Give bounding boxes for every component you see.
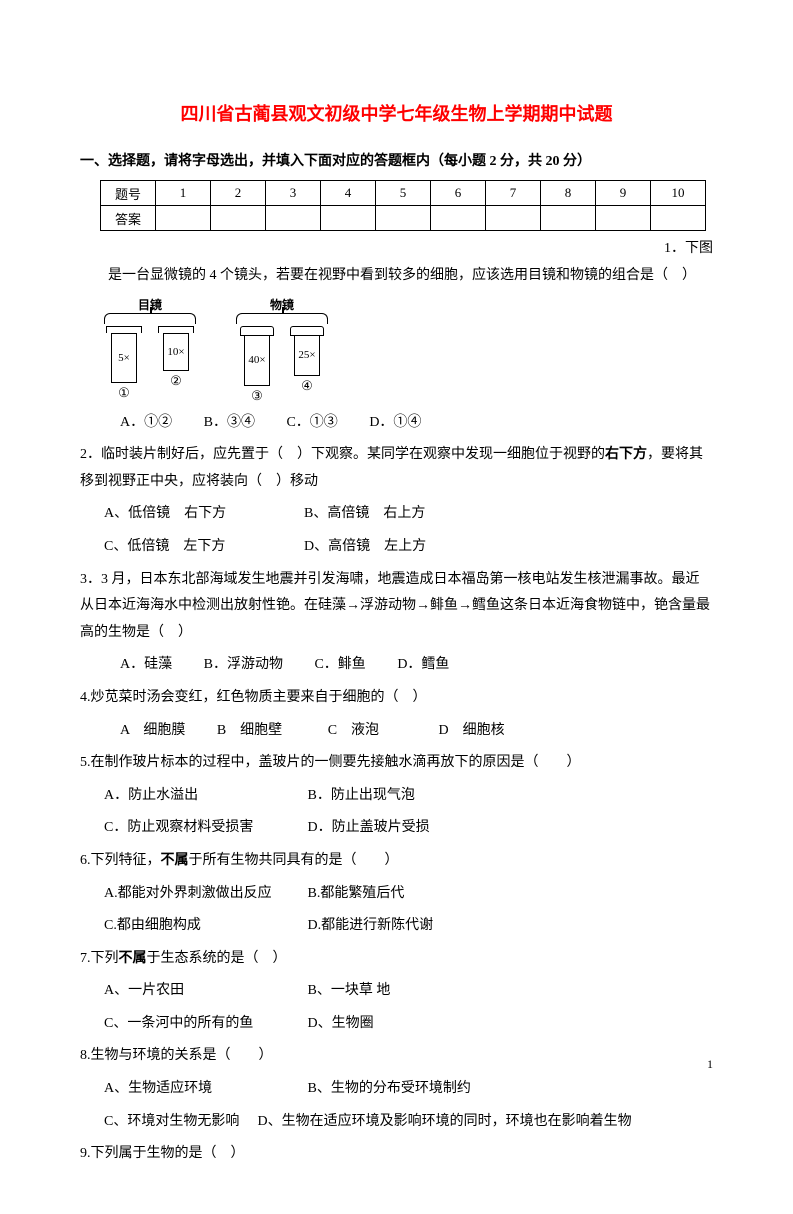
q9: 9.下列属于生物的是（ ） xyxy=(80,1141,713,1168)
col-9: 9 xyxy=(596,181,651,206)
q2: 2．临时装片制好后，应先置于（ ）下观察。某同学在观察中发现一细胞位于视野的右下… xyxy=(80,442,713,495)
q1-body: 是一台显微镜的 4 个镜头，若要在视野中看到较多的细胞，应该选用目镜和物镜的组合… xyxy=(108,263,713,290)
q7: 7.下列不属于生态系统的是（ ） xyxy=(80,946,713,973)
q7-options-row2: C、一条河中的所有的鱼 D、生物圈 xyxy=(104,1011,713,1038)
ans-1 xyxy=(156,206,211,231)
exam-title: 四川省古蔺县观文初级中学七年级生物上学期期中试题 xyxy=(80,100,713,126)
row-label-1: 题号 xyxy=(101,181,156,206)
q2-opt-a: A、低倍镜 右下方 xyxy=(104,501,304,528)
col-8: 8 xyxy=(541,181,596,206)
q4-opt-a: A 细胞膜 xyxy=(120,723,185,738)
q7-opt-b: B、一块草 地 xyxy=(308,978,508,1005)
lens-3-mag: 40× xyxy=(244,336,270,386)
q1-opt-a: A．①② xyxy=(120,415,172,430)
q8-opt-b: B、生物的分布受环境制约 xyxy=(308,1076,508,1103)
q2-opt-b: B、高倍镜 右上方 xyxy=(304,501,504,528)
q4: 4.炒苋菜时汤会变红，红色物质主要来自于细胞的（ ） xyxy=(80,685,713,712)
q5-opt-d: D．防止盖玻片受损 xyxy=(308,815,508,842)
q7-bold: 不属 xyxy=(119,951,147,966)
q4-opt-d: D 细胞核 xyxy=(439,723,505,738)
q5-options-row2: C．防止观察材料受损害 D．防止盖玻片受损 xyxy=(104,815,713,842)
col-1: 1 xyxy=(156,181,211,206)
q5-options-row1: A．防止水溢出 B．防止出现气泡 xyxy=(104,783,713,810)
q2-options-row1: A、低倍镜 右下方B、高倍镜 右上方 xyxy=(80,501,713,528)
col-6: 6 xyxy=(431,181,486,206)
q4-opt-b: B 细胞壁 xyxy=(217,723,282,738)
ans-9 xyxy=(596,206,651,231)
page-number: 1 xyxy=(707,1057,713,1072)
q2-opt-d: D、高倍镜 左上方 xyxy=(304,534,504,561)
q6-opt-a: A.都能对外界刺激做出反应 xyxy=(104,881,304,908)
ans-4 xyxy=(321,206,376,231)
ans-3 xyxy=(266,206,321,231)
bracket-icon xyxy=(104,313,196,324)
bracket-icon xyxy=(236,313,328,324)
col-7: 7 xyxy=(486,181,541,206)
objective-3: 40× xyxy=(240,326,274,386)
q2-bold: 右下方 xyxy=(605,447,647,462)
col-2: 2 xyxy=(211,181,266,206)
col-3: 3 xyxy=(266,181,321,206)
q8-opt-a: A、生物适应环境 xyxy=(104,1076,304,1103)
ans-7 xyxy=(486,206,541,231)
q8: 8.生物与环境的关系是（ ） xyxy=(80,1043,713,1070)
q5-opt-c: C．防止观察材料受损害 xyxy=(104,815,304,842)
q7-opt-d: D、生物圈 xyxy=(308,1011,508,1038)
q7-opt-a: A、一片农田 xyxy=(104,978,304,1005)
q3-options: A．硅藻 B．浮游动物 C．鲱鱼 D．鳕鱼 xyxy=(120,652,713,679)
lens-1-num: ① xyxy=(118,385,130,401)
q3-opt-c: C．鲱鱼 xyxy=(314,657,365,672)
col-4: 4 xyxy=(321,181,376,206)
q6: 6.下列特征，不属于所有生物共同具有的是（ ） xyxy=(80,848,713,875)
q1-opt-b: B．③④ xyxy=(204,415,255,430)
col-5: 5 xyxy=(376,181,431,206)
eyepiece-1: 5× xyxy=(106,326,142,383)
q6-opt-b: B.都能繁殖后代 xyxy=(308,881,508,908)
q6-opt-d: D.都能进行新陈代谢 xyxy=(308,913,508,940)
q6-options-row1: A.都能对外界刺激做出反应 B.都能繁殖后代 xyxy=(104,881,713,908)
q3-opt-d: D．鳕鱼 xyxy=(397,657,449,672)
q6-opt-c: C.都由细胞构成 xyxy=(104,913,304,940)
q3: 3．3 月，日本东北部海域发生地震并引发海啸，地震造成日本福岛第一核电站发生核泄… xyxy=(80,567,713,647)
section-1-heading: 一、选择题，请将字母选出，并填入下面对应的答题框内（每小题 2 分，共 20 分… xyxy=(80,150,713,170)
q6-options-row2: C.都由细胞构成 D.都能进行新陈代谢 xyxy=(104,913,713,940)
q1-opt-c: C．①③ xyxy=(286,415,337,430)
answer-table: 题号 1 2 3 4 5 6 7 8 9 10 答案 xyxy=(100,180,706,231)
ans-10 xyxy=(651,206,706,231)
objective-group: 物镜 40× ③ 25× ④ xyxy=(236,296,328,404)
lens-1-mag: 5× xyxy=(111,333,137,383)
eyepiece-group: 目镜 5× ① 10× ② xyxy=(104,296,196,401)
q2-opt-c: C、低倍镜 左下方 xyxy=(104,534,304,561)
ans-5 xyxy=(376,206,431,231)
ans-2 xyxy=(211,206,266,231)
ans-8 xyxy=(541,206,596,231)
lens-diagram: 目镜 5× ① 10× ② xyxy=(104,296,713,404)
q5-opt-a: A．防止水溢出 xyxy=(104,783,304,810)
col-10: 10 xyxy=(651,181,706,206)
ans-6 xyxy=(431,206,486,231)
q2-options-row2: C、低倍镜 左下方D、高倍镜 左上方 xyxy=(80,534,713,561)
q5: 5.在制作玻片标本的过程中，盖玻片的一侧要先接触水滴再放下的原因是（ ） xyxy=(80,750,713,777)
lens-2-num: ② xyxy=(170,373,182,389)
lens-2-mag: 10× xyxy=(163,333,189,371)
q4-opt-c: C 液泡 xyxy=(328,723,379,738)
lens-4-num: ④ xyxy=(301,378,313,394)
q4-options: A 细胞膜 B 细胞壁 C 液泡 D 细胞核 xyxy=(120,718,713,745)
lens-3-num: ③ xyxy=(251,388,263,404)
eyepiece-2: 10× xyxy=(158,326,194,371)
q7-opt-c: C、一条河中的所有的鱼 xyxy=(104,1011,304,1038)
q3-opt-b: B．浮游动物 xyxy=(204,657,283,672)
q3-opt-a: A．硅藻 xyxy=(120,657,172,672)
q6-bold: 不属 xyxy=(161,853,189,868)
lens-4-mag: 25× xyxy=(294,336,320,376)
row-label-2: 答案 xyxy=(101,206,156,231)
q1-opt-d: D．①④ xyxy=(369,415,421,430)
q8-options-row1: A、生物适应环境 B、生物的分布受环境制约 xyxy=(104,1076,713,1103)
objective-4: 25× xyxy=(290,326,324,376)
q7-options-row1: A、一片农田 B、一块草 地 xyxy=(104,978,713,1005)
q1-options: A．①② B．③④ C．①③ D．①④ xyxy=(120,410,713,437)
q5-opt-b: B．防止出现气泡 xyxy=(308,783,508,810)
q1-lead: 1．下图 xyxy=(664,237,713,257)
